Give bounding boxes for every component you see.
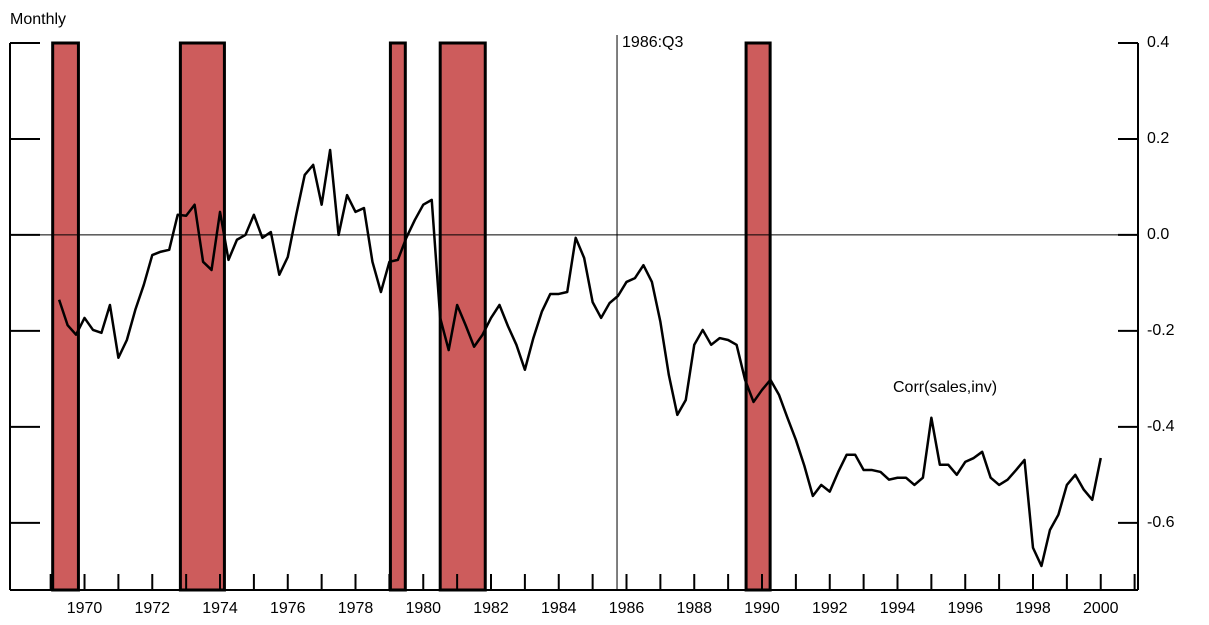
- x-tick-label: 1970: [67, 600, 103, 617]
- x-tick-label: 1984: [541, 600, 577, 617]
- chart-title: Monthly: [10, 11, 66, 28]
- x-tick-label: 1976: [270, 600, 306, 617]
- series-label: Corr(sales,inv): [893, 379, 997, 396]
- x-tick-label: 1996: [947, 600, 983, 617]
- x-tick-label: 1980: [405, 600, 441, 617]
- y-tick-label: -0.4: [1147, 418, 1175, 435]
- x-tick-label: 1982: [473, 600, 509, 617]
- x-tick-label: 1974: [202, 600, 238, 617]
- x-tick-label: 2000: [1083, 600, 1119, 617]
- x-tick-label: 1986: [609, 600, 645, 617]
- shaded-period: [744, 41, 772, 592]
- x-tick-label: 1988: [676, 600, 712, 617]
- y-tick-label: 0.2: [1147, 130, 1169, 147]
- y-tick-label: 0.4: [1147, 34, 1169, 51]
- x-tick-label: 1972: [134, 600, 170, 617]
- y-tick-label: 0.0: [1147, 226, 1169, 243]
- x-tick-label: 1998: [1015, 600, 1051, 617]
- reference-label: 1986:Q3: [622, 34, 683, 51]
- x-tick-label: 1978: [338, 600, 374, 617]
- x-tick-label: 1992: [812, 600, 848, 617]
- shaded-period: [388, 41, 407, 592]
- y-tick-label: -0.2: [1147, 322, 1175, 339]
- y-tick-label: -0.6: [1147, 514, 1175, 531]
- x-tick-label: 1994: [880, 600, 916, 617]
- shaded-period: [178, 41, 226, 592]
- x-tick-label: 1990: [744, 600, 780, 617]
- data-line: [57, 148, 1102, 568]
